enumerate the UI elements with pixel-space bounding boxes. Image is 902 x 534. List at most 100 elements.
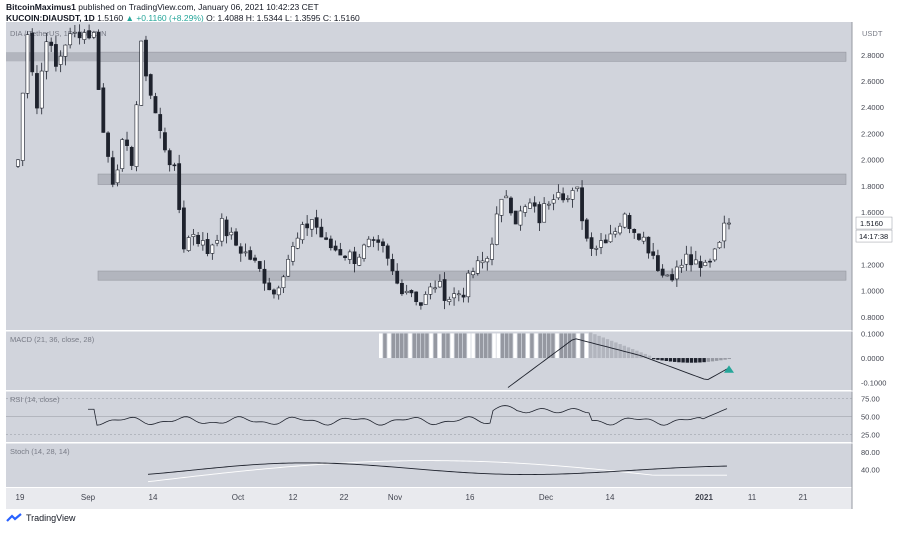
macd-histogram-bar (727, 358, 731, 360)
candle-body (679, 264, 684, 268)
candle-body (537, 204, 542, 224)
candle-body (87, 30, 92, 39)
candle-body (281, 276, 286, 288)
macd-pane (6, 331, 852, 390)
stoch-d-line (147, 460, 727, 483)
candle-body (300, 224, 305, 241)
chart-canvas[interactable]: 19 Sep 14 Oct 12 22 Nov 16 Dec 14 2021 11 21 2.8000 2.… (0, 0, 902, 510)
macd-histogram-bar (437, 333, 442, 359)
candle-body (594, 247, 599, 250)
candle-body (646, 236, 651, 254)
footer-brand[interactable]: TradingView (26, 513, 76, 523)
macd-histogram-bar (664, 358, 668, 361)
resistance-zone (97, 173, 847, 185)
candle-body (556, 192, 561, 199)
candle-body (196, 234, 201, 245)
y-tick-label: 2.2000 (861, 129, 884, 138)
candle-body (603, 239, 608, 244)
footer: TradingView (6, 511, 76, 525)
candle-body (158, 114, 163, 132)
macd-histogram-bar (458, 333, 463, 359)
macd-histogram-bar (555, 333, 559, 359)
candle-body (229, 231, 234, 236)
ohlc-values: O: 1.4088 H: 1.5344 L: 1.3595 C: 1.5160 (206, 13, 360, 23)
candle-body (49, 41, 54, 46)
candle-body (91, 32, 96, 38)
candle-body (456, 293, 461, 296)
candle-body (509, 197, 513, 214)
macd-histogram-bar (677, 358, 681, 363)
macd-histogram-bar (719, 358, 723, 361)
candle-body (698, 261, 703, 268)
macd-histogram-bar (668, 358, 673, 362)
candle-body (362, 244, 366, 259)
macd-histogram-bar (412, 333, 416, 359)
macd-histogram-bar (660, 358, 664, 361)
macd-histogram-bar (601, 337, 605, 359)
candle-body (499, 198, 504, 216)
candle-body (243, 251, 248, 254)
macd-histogram-bar (576, 333, 580, 359)
macd-histogram-bar (593, 334, 597, 359)
macd-histogram-bar (563, 333, 568, 359)
macd-histogram-bar (429, 333, 433, 359)
countdown-tag (855, 229, 893, 243)
symbol-name[interactable]: KUCOIN:DIAUSDT, 1D (6, 13, 95, 23)
macd-histogram-bar (715, 358, 719, 361)
macd-histogram-bar (589, 332, 593, 359)
macd-histogram-bar (547, 333, 551, 359)
macd-histogram-bar (509, 333, 513, 359)
symbol-line: KUCOIN:DIAUSDT, 1D 1.5160 ▲ +0.1160 (+8.… (6, 13, 360, 24)
candle-body (466, 272, 471, 298)
macd-histogram-bar (488, 333, 492, 359)
macd-histogram-bar (387, 333, 391, 359)
candle-body (205, 239, 210, 254)
price-change: ▲ +0.1160 (+8.29%) (125, 13, 204, 23)
candle-body (224, 219, 229, 237)
x-tick-label: 14 (149, 493, 158, 502)
y-tick-label: 1.0000 (861, 287, 884, 296)
candle-body (475, 260, 480, 274)
macd-histogram-bar (383, 333, 387, 359)
macd-y-tick: 0.0000 (861, 354, 884, 363)
candle-body (570, 190, 575, 200)
candle-body (622, 213, 627, 228)
candle-body (357, 256, 362, 266)
macd-histogram-bar (643, 353, 647, 359)
candle-body (148, 74, 153, 96)
x-tick-label: Sep (81, 493, 96, 502)
candle-body (632, 229, 637, 233)
candle-body (523, 206, 528, 213)
candle-body (504, 195, 509, 199)
macd-histogram-bar (710, 358, 715, 362)
candle-body (404, 290, 409, 293)
candle-body (461, 294, 466, 298)
candle-body (96, 31, 101, 90)
macd-histogram-bar (618, 344, 622, 359)
macd-histogram-bar (605, 339, 610, 359)
candle-body (722, 222, 727, 242)
macd-histogram-bar (614, 342, 618, 359)
candle-body (20, 92, 25, 161)
time-axis (6, 488, 852, 509)
candle-body (561, 193, 566, 201)
macd-title: MACD (21, 36, close, 28) (10, 335, 95, 344)
candle-body (338, 249, 343, 256)
macd-histogram-bar (446, 333, 450, 359)
x-tick-label: 11 (748, 493, 757, 502)
candle-body (167, 150, 172, 166)
candle-body (120, 139, 125, 169)
candle-body (82, 32, 87, 40)
candle-body (371, 239, 376, 241)
candle-body (248, 250, 253, 260)
author-name[interactable]: BitcoinMaximus1 (6, 2, 76, 12)
candle-body (295, 237, 300, 249)
candle-body (599, 240, 603, 248)
macd-histogram-bar (425, 333, 429, 359)
candle-body (442, 279, 447, 301)
macd-histogram-bar (702, 358, 706, 363)
candle-body (328, 238, 333, 249)
chart-header: BitcoinMaximus1 published on TradingView… (6, 2, 360, 24)
candle-body (385, 245, 390, 259)
macd-histogram-bar (526, 333, 530, 359)
